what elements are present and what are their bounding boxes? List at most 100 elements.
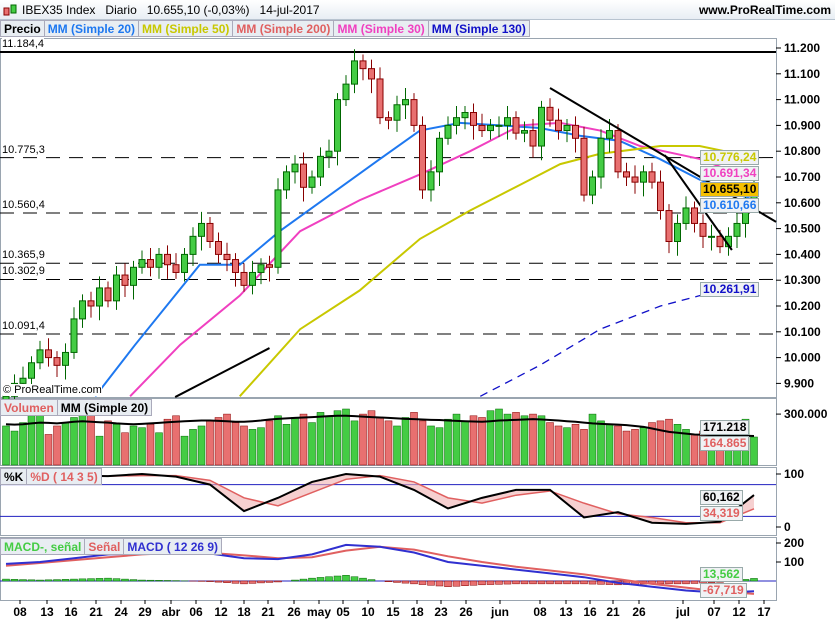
volume-bar [333, 410, 342, 466]
volume-bar [444, 418, 452, 466]
x-tick-label: 29 [138, 605, 152, 619]
candle-body [130, 266, 137, 286]
price-legend: Precio MM (Simple 20) MM (Simple 50) MM … [0, 20, 530, 37]
candle-body [453, 117, 460, 126]
candle-body [385, 117, 392, 121]
volume-bar [308, 422, 316, 466]
volume-bar [274, 415, 282, 466]
macd-histogram-bar [682, 580, 690, 585]
site-link[interactable]: www.ProRealTime.com [698, 3, 831, 17]
candle-body [657, 181, 664, 212]
candle-body [223, 253, 231, 261]
volume-bar [10, 430, 19, 466]
volume-bar [554, 425, 563, 466]
macd-histogram-bar [19, 579, 27, 582]
volume-bar [282, 424, 291, 466]
candle-body [580, 137, 588, 196]
macd-histogram-bar [299, 578, 308, 582]
volume-bar [146, 424, 155, 466]
candle-body [53, 357, 61, 366]
y-tick-label: 0 [784, 520, 791, 534]
volume-bar [622, 430, 631, 466]
moving-average-line [129, 121, 755, 397]
candle-body [478, 124, 486, 132]
macd-histogram-bar [673, 580, 682, 585]
candle-body [70, 318, 78, 353]
candle-body [538, 106, 545, 147]
volume-bar [121, 432, 129, 466]
y-tick-label: 11.100 [784, 67, 820, 81]
legend-ma130[interactable]: MM (Simple 130) [427, 20, 530, 37]
macd-histogram-bar [435, 580, 444, 587]
legend-ma50[interactable]: MM (Simple 50) [138, 20, 234, 37]
volume-bar [325, 415, 333, 466]
copyright: © ProRealTime.com [3, 384, 102, 396]
macd-histogram-bar [10, 579, 19, 582]
candle-body [121, 274, 129, 286]
volume-bar [350, 420, 359, 466]
candle-body [631, 176, 639, 183]
macd-histogram-bar [554, 580, 563, 585]
legend-volume[interactable]: Volumen [0, 399, 58, 416]
candle-body [521, 130, 528, 134]
volume-bar [529, 413, 537, 466]
trendline [663, 154, 733, 251]
macd-histogram-bar [61, 579, 70, 582]
candle-body [436, 137, 443, 173]
stochastic-legend: %K %D ( 14 3 5) [0, 468, 102, 485]
macd-histogram-bar [95, 578, 104, 582]
y-tick-label: 11.000 [784, 93, 820, 107]
volume-bar [214, 417, 223, 466]
volume-bar [452, 413, 461, 466]
legend-k[interactable]: %K [0, 468, 28, 485]
legend-d[interactable]: %D ( 14 3 5) [26, 468, 102, 485]
macd-histogram-bar [367, 579, 376, 582]
candle-body [529, 130, 537, 147]
x-tick-label: 10 [361, 605, 375, 619]
macd-histogram-bar [520, 580, 529, 585]
x-tick-label: 05 [336, 605, 350, 619]
y-tick-label: 100 [784, 555, 804, 569]
y-tick-label: 300.000 [784, 407, 828, 421]
y-tick-label: 200 [784, 536, 804, 550]
x-tick-label: 24 [114, 605, 128, 619]
candle-body [45, 349, 52, 359]
candle-body [665, 210, 673, 242]
legend-signal[interactable]: Señal [84, 538, 125, 555]
candle-body [206, 222, 214, 243]
candle-body [79, 300, 86, 320]
volume-bar [197, 425, 206, 466]
chart-date: 14-jul-2017 [259, 3, 320, 17]
volume-bar [631, 429, 639, 466]
x-tick-label: 26 [287, 605, 301, 619]
legend-price[interactable]: Precio [0, 20, 45, 37]
macd-histogram-bar [384, 580, 393, 582]
macd-histogram-bar [274, 580, 282, 583]
level-label: 10.091,4 [2, 320, 45, 333]
candle-body [410, 99, 418, 126]
candle-body [716, 235, 724, 248]
tag-last-price: 10.655,10 [700, 182, 760, 197]
legend-ma30[interactable]: MM (Simple 30) [333, 20, 429, 37]
legend-ma200[interactable]: MM (Simple 200) [232, 20, 335, 37]
volume-bar [44, 434, 53, 466]
x-tick-label: abr [162, 605, 181, 619]
legend-volume-ma[interactable]: MM (Simple 20) [56, 399, 153, 416]
volume-bar [503, 413, 512, 466]
volume-bar [639, 427, 648, 466]
legend-macd-hist[interactable]: MACD-, señal [0, 538, 86, 555]
y-tick-label: 10.900 [784, 118, 821, 132]
candle-body [419, 124, 426, 191]
candle-body [563, 124, 571, 132]
level-label: 10.302,9 [2, 265, 45, 278]
volume-legend: Volumen MM (Simple 20) [0, 399, 153, 416]
volume-bar [2, 425, 10, 466]
macd-histogram-bar [138, 579, 146, 582]
legend-macd[interactable]: MACD ( 12 26 9) [123, 538, 223, 555]
volume-bar [265, 420, 274, 466]
candle-body [172, 264, 180, 273]
macd-histogram-bar [571, 580, 580, 585]
candle-body [334, 99, 341, 152]
legend-ma20[interactable]: MM (Simple 20) [43, 20, 140, 37]
